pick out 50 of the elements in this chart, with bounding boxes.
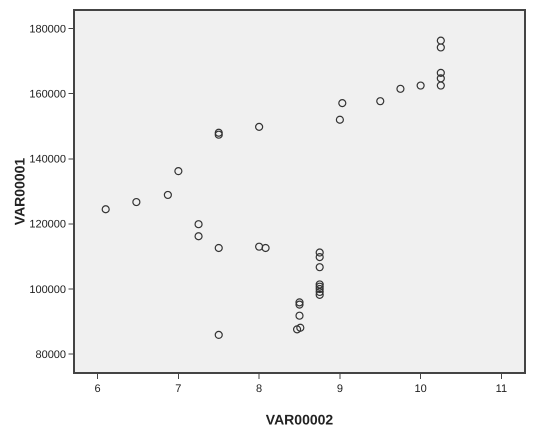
x-tick-label: 9: [336, 382, 343, 395]
point: [174, 167, 182, 176]
point: [436, 68, 445, 77]
point: [194, 232, 203, 240]
point: [436, 74, 445, 82]
point: [164, 190, 172, 200]
point: [261, 244, 270, 252]
y-axis-title: VAR00001: [11, 158, 28, 226]
point: [416, 81, 425, 90]
y-tick-label: 160000: [29, 88, 66, 101]
point: [295, 298, 304, 306]
point: [255, 242, 264, 251]
point: [214, 244, 223, 252]
point: [396, 84, 405, 93]
x-tick-label: 6: [94, 382, 101, 395]
x-axis-title: VAR00002: [266, 412, 334, 428]
point: [295, 300, 304, 309]
point: [102, 205, 110, 214]
y-tick-label: 80000: [35, 348, 66, 361]
point: [214, 130, 223, 139]
point: [436, 43, 445, 52]
y-tick-label: 140000: [29, 154, 66, 166]
point: [295, 312, 304, 320]
point: [296, 324, 304, 332]
point: [214, 128, 223, 137]
point: [316, 252, 324, 262]
y-tick-label: 120000: [29, 218, 66, 231]
point: [316, 263, 324, 272]
point: [316, 284, 324, 294]
y-tick-label: 100000: [29, 284, 66, 296]
point: [436, 81, 445, 90]
point: [132, 198, 140, 206]
x-tick-label: 11: [496, 382, 508, 395]
point: [338, 99, 346, 108]
x-tick-label: 7: [175, 382, 182, 395]
point: [255, 122, 264, 131]
y-tick-label: 180000: [29, 23, 66, 36]
point: [214, 330, 223, 339]
point: [316, 280, 324, 289]
x-tick-label: 8: [256, 382, 262, 395]
point: [292, 325, 302, 334]
point: [316, 290, 324, 299]
point: [376, 97, 384, 106]
point: [336, 116, 344, 124]
point: [436, 36, 445, 45]
point: [316, 288, 324, 296]
point: [194, 220, 203, 228]
point: [316, 248, 324, 257]
x-tick-label: 10: [414, 382, 427, 395]
point: [316, 282, 324, 291]
